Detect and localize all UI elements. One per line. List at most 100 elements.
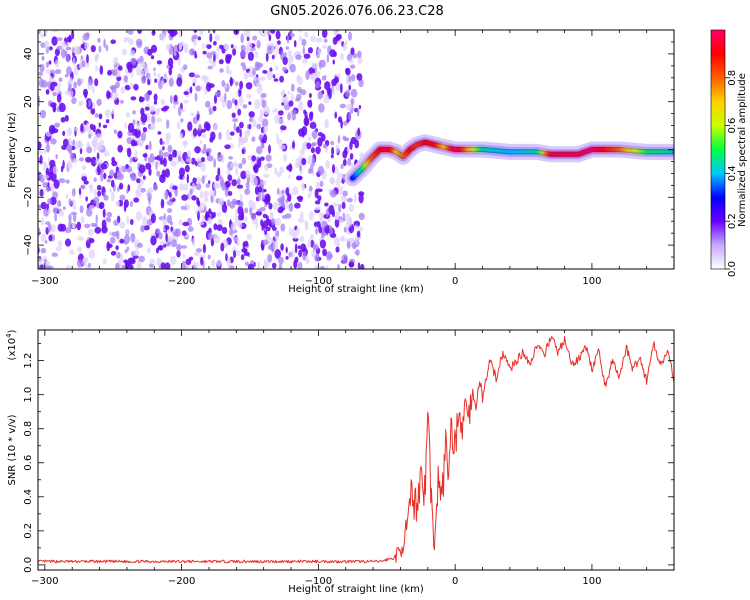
- noise-blob: [268, 144, 271, 154]
- noise-blob: [281, 97, 287, 103]
- noise-blob: [307, 259, 310, 264]
- noise-blob: [338, 203, 342, 213]
- noise-blob: [96, 98, 102, 106]
- noise-blob: [267, 253, 273, 263]
- noise-blob: [156, 117, 162, 123]
- noise-blob: [134, 128, 141, 139]
- noise-blob: [126, 61, 133, 70]
- noise-blob: [52, 91, 57, 97]
- noise-blob: [138, 96, 145, 102]
- noise-blob: [136, 260, 142, 269]
- x-tick-label: −100: [305, 276, 332, 287]
- noise-blob: [225, 54, 233, 58]
- noise-blob: [274, 107, 279, 113]
- noise-blob: [86, 208, 93, 217]
- noise-blob: [38, 141, 42, 150]
- noise-blob: [57, 37, 63, 41]
- noise-blob: [325, 208, 329, 218]
- snr-scale-close: ): [7, 329, 18, 333]
- noise-blob: [175, 150, 182, 157]
- noise-blob: [285, 204, 290, 210]
- noise-blob: [286, 35, 290, 44]
- noise-blob: [78, 100, 84, 107]
- noise-blob: [101, 225, 108, 234]
- noise-blob: [224, 187, 230, 197]
- noise-blob: [263, 126, 269, 133]
- noise-blob: [299, 235, 305, 243]
- noise-blob: [88, 99, 91, 108]
- noise-blob: [244, 215, 248, 223]
- noise-blob: [357, 262, 361, 269]
- noise-blob: [260, 156, 265, 161]
- noise-blob: [192, 128, 198, 137]
- noise-blob: [85, 156, 92, 163]
- snr-scale-exponent: 4: [5, 333, 13, 338]
- noise-blob: [217, 167, 221, 177]
- noise-blob: [235, 126, 240, 133]
- noise-blob: [168, 77, 174, 87]
- noise-blob: [275, 66, 279, 71]
- noise-blob: [97, 166, 101, 174]
- noise-blob: [135, 211, 143, 221]
- noise-blob: [294, 202, 301, 209]
- noise-blob: [88, 262, 91, 268]
- noise-blob: [79, 205, 84, 214]
- noise-blob: [225, 253, 228, 262]
- noise-blob: [307, 239, 312, 248]
- noise-blob: [319, 239, 327, 249]
- noise-blob: [280, 243, 284, 251]
- noise-blob: [241, 157, 247, 165]
- noise-blob: [263, 179, 267, 186]
- noise-blob: [47, 181, 50, 188]
- noise-blob: [58, 209, 65, 217]
- noise-blob: [221, 80, 226, 87]
- noise-blob: [90, 45, 96, 53]
- noise-blob: [74, 127, 79, 132]
- noise-blob: [195, 183, 202, 191]
- noise-blob: [72, 158, 79, 164]
- noise-blob: [72, 213, 77, 223]
- noise-blob: [305, 70, 310, 80]
- y-tick-label: 20: [23, 95, 34, 108]
- noise-blob: [205, 148, 212, 153]
- noise-blob: [65, 193, 69, 200]
- noise-blob: [148, 140, 152, 151]
- noise-blob: [315, 146, 321, 155]
- noise-blob: [147, 187, 154, 194]
- noise-blob: [298, 36, 303, 41]
- noise-blob: [217, 153, 223, 162]
- noise-blob: [177, 106, 182, 117]
- noise-blob: [120, 253, 124, 264]
- noise-blob: [346, 240, 351, 249]
- noise-blob: [57, 223, 64, 232]
- noise-blob: [291, 113, 297, 121]
- noise-blob: [172, 104, 176, 110]
- noise-blob: [57, 240, 63, 248]
- noise-blob: [201, 175, 205, 185]
- noise-blob: [112, 96, 117, 101]
- noise-blob: [248, 70, 252, 78]
- noise-blob: [310, 234, 314, 242]
- noise-blob: [205, 183, 210, 188]
- noise-blob: [358, 78, 364, 88]
- noise-blob: [174, 150, 177, 158]
- noise-blob: [348, 261, 355, 268]
- noise-blob: [60, 165, 64, 173]
- noise-blob: [307, 99, 313, 108]
- noise-blob: [315, 228, 318, 235]
- noise-blob: [317, 91, 323, 100]
- noise-blob: [148, 168, 152, 176]
- noise-blob: [228, 265, 235, 269]
- noise-blob: [262, 173, 270, 179]
- noise-blob: [171, 30, 178, 36]
- noise-blob: [185, 158, 193, 163]
- noise-blob: [86, 146, 93, 154]
- noise-blob: [240, 33, 244, 44]
- noise-blob: [342, 190, 348, 197]
- noise-blob: [115, 262, 120, 269]
- noise-blob: [278, 144, 286, 150]
- noise-blob: [308, 93, 312, 98]
- noise-blob: [199, 190, 204, 199]
- noise-blob: [129, 49, 136, 57]
- noise-blob: [281, 102, 285, 106]
